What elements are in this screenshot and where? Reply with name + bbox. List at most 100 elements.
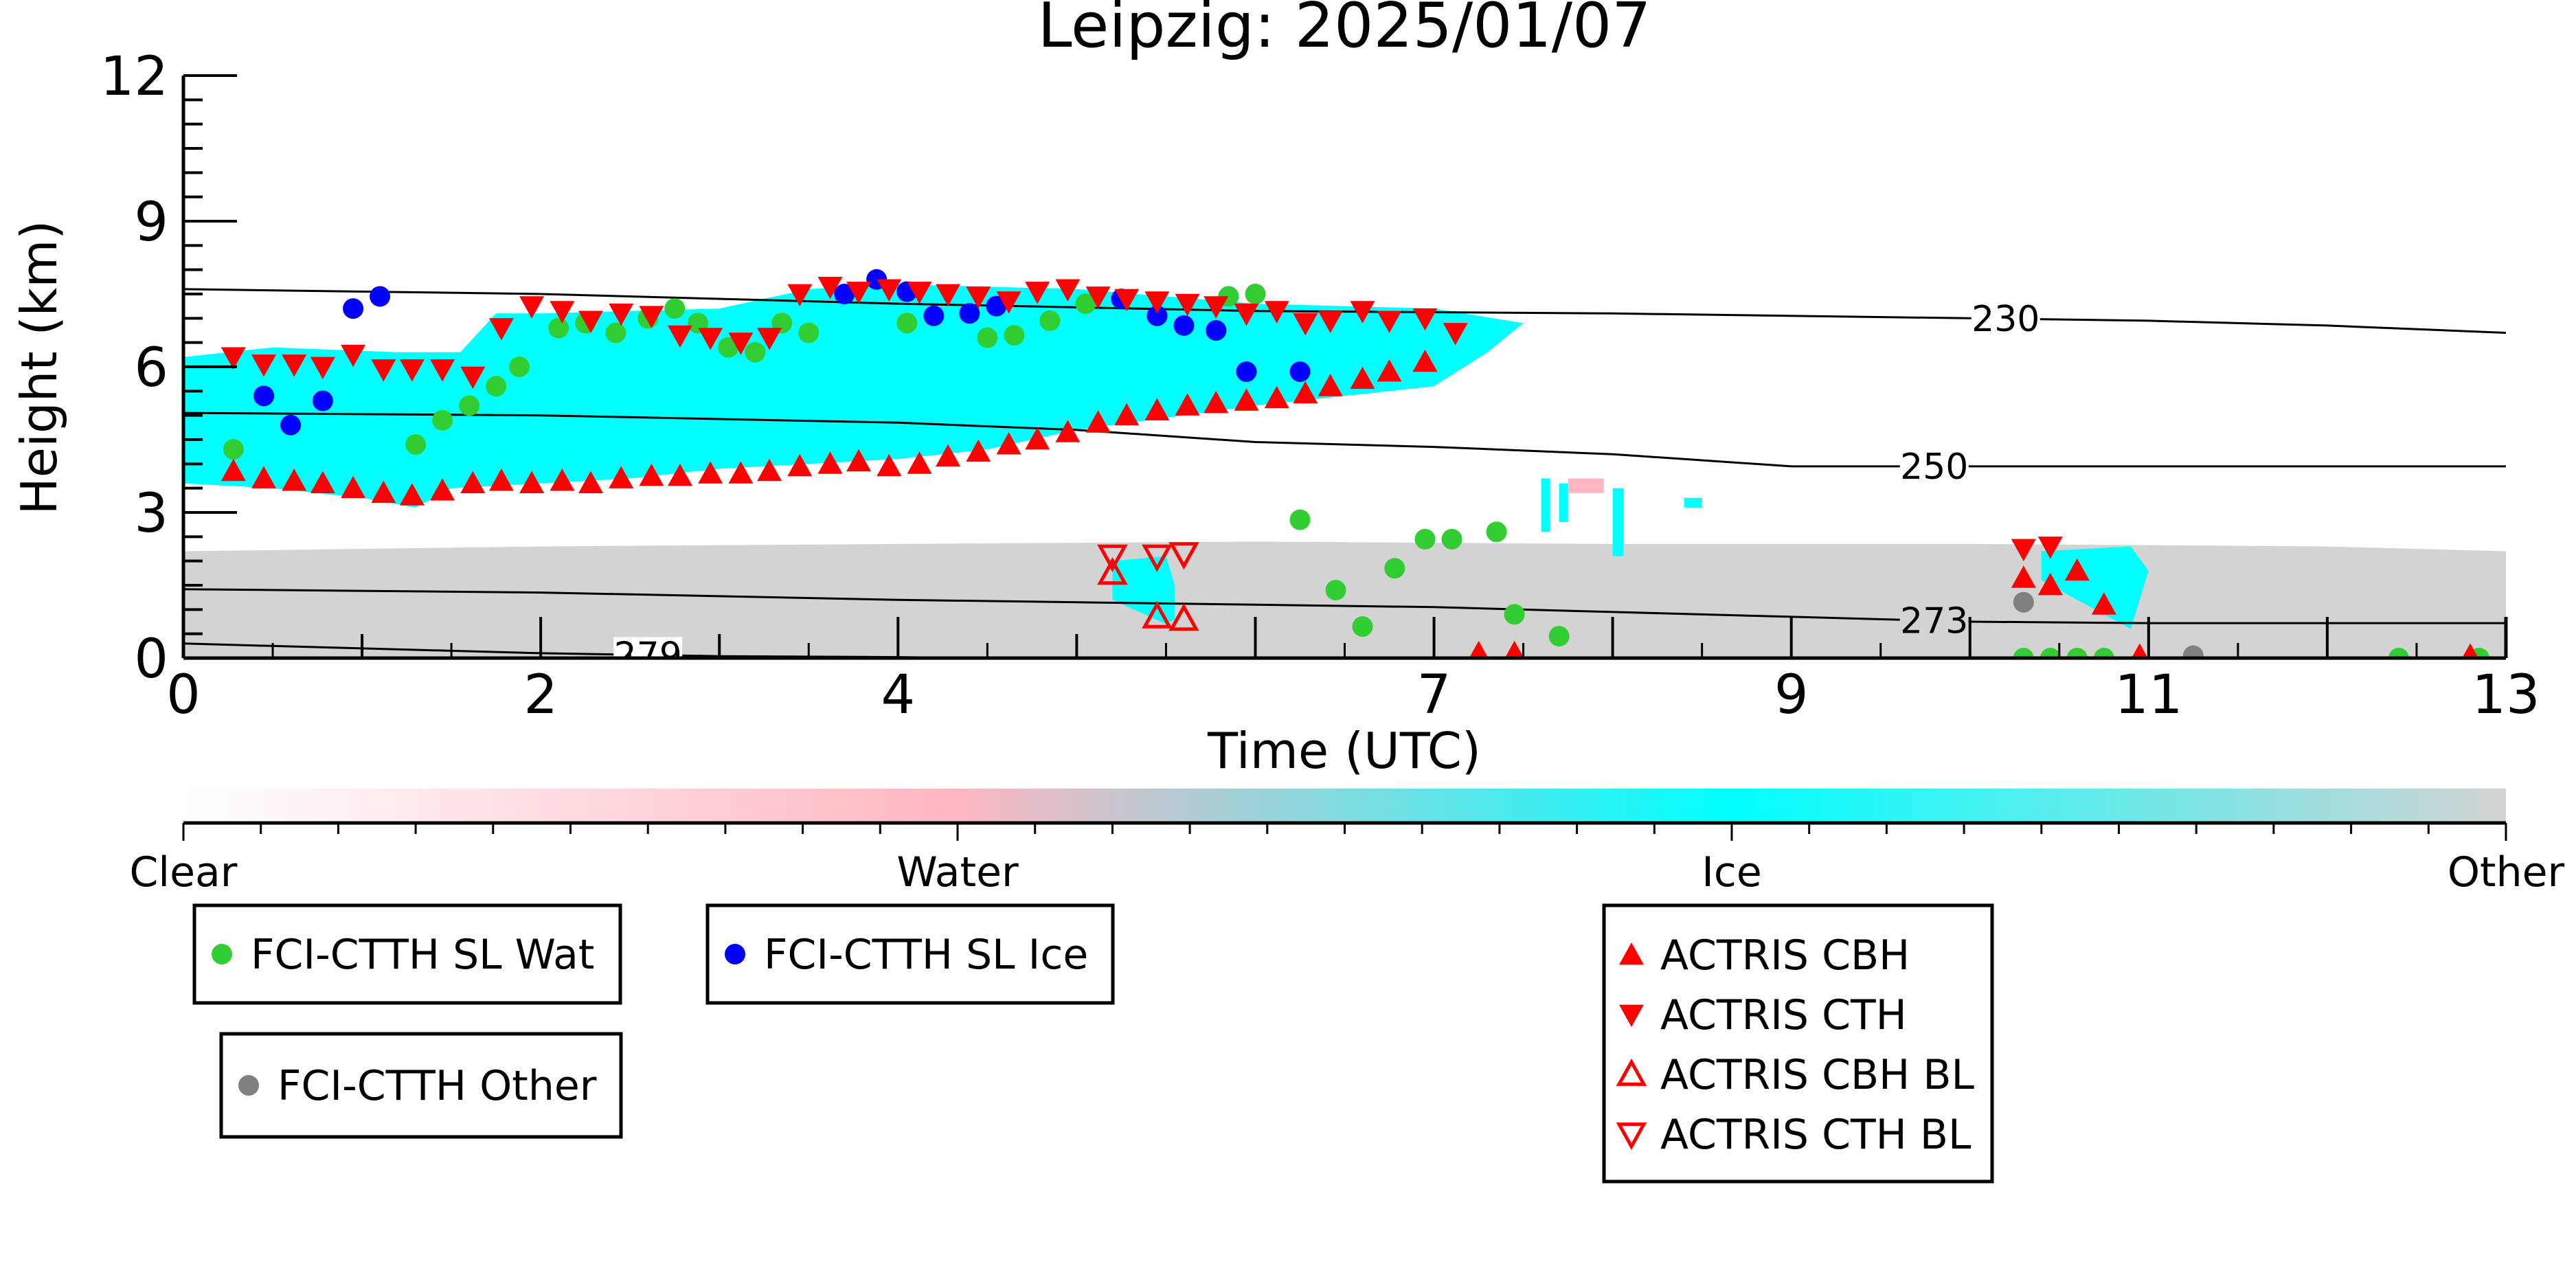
point-actris-cbh: [2091, 592, 2116, 615]
colorbar-label: Clear: [130, 848, 238, 896]
point-actris-cbh: [460, 471, 486, 493]
point-actris-cbh: [966, 439, 991, 462]
legend-box: [705, 903, 1115, 1005]
contour-label-279: 279: [614, 635, 682, 676]
legend-marker: [1619, 942, 1644, 965]
point-fci-ctth-sl-ice: [1173, 315, 1195, 336]
point-fci-ctth-sl-wat: [1486, 521, 1507, 543]
point-fci-ctth-sl-ice: [253, 385, 275, 407]
point-fci-ctth-sl-ice: [986, 295, 1007, 317]
point-fci-ctth-sl-wat: [605, 322, 626, 343]
x-axis-label: Time (UTC): [1207, 722, 1481, 780]
contour-line-273: [183, 588, 2506, 624]
point-actris-cbh: [519, 471, 545, 493]
point-actris-cth: [1377, 310, 1402, 333]
point-actris-cth: [2037, 536, 2063, 559]
legend-marker: [1616, 1058, 1647, 1086]
point-actris-cbh: [488, 468, 514, 491]
point-actris-cbh: [936, 444, 961, 467]
x-tick-label: 7: [1417, 664, 1451, 726]
x-tick-label: 2: [523, 664, 558, 726]
point-fci-ctth-other: [2182, 645, 2204, 658]
point-actris-cth: [460, 366, 486, 389]
point-actris-cth: [996, 291, 1021, 314]
point-fci-ctth-sl-wat: [1075, 293, 1096, 315]
point-actris-cbh: [430, 478, 455, 501]
point-actris-cth: [2011, 539, 2036, 561]
point-actris-cth: [966, 286, 991, 309]
point-fci-ctth-sl-wat: [548, 317, 569, 339]
cloud-region-water: [1568, 478, 1604, 493]
point-actris-cbh: [550, 468, 575, 491]
point-fci-ctth-sl-wat: [1289, 509, 1311, 530]
point-actris-cbh: [282, 468, 307, 491]
point-fci-ctth-sl-wat: [977, 327, 998, 348]
legend-label: FCI-CTTH SL Wat: [251, 931, 594, 979]
point-actris-cbh: [1350, 366, 1375, 389]
point-fci-ctth-sl-wat: [508, 357, 530, 377]
point-fci-ctth-sl-wat: [664, 298, 686, 319]
point-actris-cbh: [578, 471, 603, 493]
legend-label: ACTRIS CBH BL: [1660, 1051, 1974, 1099]
point-actris-cth: [936, 284, 961, 306]
cloud-region-ice: [1559, 483, 1568, 523]
point-fci-ctth-sl-wat: [1384, 558, 1405, 579]
point-actris-cth: [430, 359, 455, 382]
point-actris-cth: [1350, 301, 1375, 324]
colorbar-label: Water: [896, 848, 1019, 896]
legend-label: FCI-CTTH SL Ice: [764, 931, 1088, 979]
point-actris-cth: [399, 359, 425, 382]
point-actris-cth: [1293, 313, 1318, 336]
contour-line-250: [183, 411, 2506, 468]
point-actris-cth: [877, 279, 902, 302]
legend-label: FCI-CTTH Other: [278, 1062, 597, 1110]
point-fci-ctth-sl-wat: [486, 376, 507, 397]
point-fci-ctth-sl-ice: [1146, 305, 1168, 326]
legend-marker: [212, 944, 232, 964]
point-fci-ctth-sl-wat: [798, 322, 820, 343]
axes: 0 3 6 9 12 0 2 4 7 9 11 13: [100, 46, 2540, 726]
point-actris-cbh: [310, 471, 335, 493]
point-fci-ctth-sl-wat: [1504, 604, 1525, 625]
point-actris-cth: [1144, 291, 1170, 314]
point-fci-ctth-sl-ice: [280, 414, 302, 436]
y-tick-label: 3: [134, 483, 168, 545]
point-fci-ctth-sl-wat: [2388, 648, 2409, 658]
point-actris-cbh: [877, 453, 902, 477]
point-actris-cth: [519, 296, 545, 319]
point-actris-cth: [639, 306, 664, 328]
colorbar-label: Ice: [1702, 848, 1762, 896]
point-actris-cth: [1264, 301, 1289, 324]
point-actris-cbh: [341, 475, 366, 499]
cloud-region-other: [183, 541, 2506, 658]
point-actris-cbh: [2037, 573, 2063, 596]
point-actris-cth: [371, 359, 396, 382]
y-tick-label: 9: [134, 192, 168, 253]
legend-box: [192, 903, 622, 1005]
point-actris-cbh: [1085, 410, 1111, 433]
point-fci-ctth-sl-wat: [718, 337, 739, 358]
point-actris-cth: [1085, 286, 1111, 309]
x-tick-label: 9: [1774, 664, 1809, 726]
point-fci-ctth-sl-wat: [1352, 616, 1373, 637]
legend-marker: [1616, 1122, 1647, 1151]
point-actris-cbh: [1234, 388, 1259, 411]
point-actris-cth: [668, 325, 692, 348]
point-actris-cbh: [2064, 558, 2090, 581]
point-fci-ctth-sl-wat: [2066, 648, 2088, 658]
contour-label-bg: [1899, 602, 1969, 639]
legend-box: [219, 1032, 623, 1139]
point-fci-ctth-sl-wat: [1039, 310, 1061, 331]
point-actris-cth: [728, 332, 754, 355]
contour-label-250: 250: [1900, 447, 1968, 488]
cloud-region-ice: [1612, 488, 1624, 556]
colorbar: Clear Water Ice Other: [130, 789, 2565, 896]
point-actris-cbh: [2131, 643, 2148, 658]
point-fci-ctth-sl-wat: [223, 439, 244, 460]
cloud-region-ice: [183, 284, 1524, 508]
point-fci-ctth-sl-wat: [2040, 648, 2061, 658]
point-actris-cth: [221, 347, 246, 370]
point-actris-cbh: [1204, 391, 1229, 414]
point-actris-cbh: [221, 458, 246, 482]
